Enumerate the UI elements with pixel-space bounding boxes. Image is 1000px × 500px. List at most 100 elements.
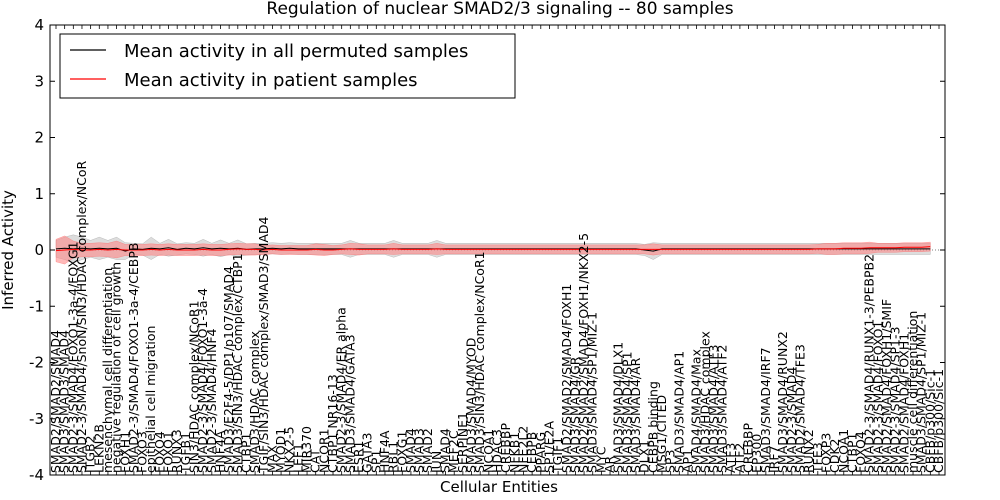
x-tick-label: SMAD2-3/SMAD4 [784,367,799,473]
x-tick-label: CDK2 [827,438,842,473]
y-tick-label: 2 [34,129,44,147]
x-tick-label: SP3 [663,450,678,473]
y-tick-label: 4 [34,16,44,34]
x-tick-label: SMAD3/SMAD4/SP1/MIZ-1 [585,312,600,473]
x-tick-label: SMAD2/SMAD2/SMAD4/FOXH1 [559,284,574,473]
x-tick-label: TGIF/SIN3/HDAC complex/SMAD3/SMAD4 [256,216,271,474]
x-tick-label: FOXG1 [394,431,409,473]
x-tick-label: SERPINE1 [455,412,470,473]
x-tick-label: RUNX2 [801,429,816,473]
x-tick-label: SMAD3/SMAD4/GATA3 [342,334,357,473]
x-tick-label: CTBP1 [239,433,254,473]
x-tick-label: SMAD2-3/SMAD4/SnoN/SIN3/HDAC complex/NCo… [74,160,89,473]
x-tick-label: NCOA1 [481,429,496,473]
x-tick-label: SMAD3/SMAD4/ATF3 [706,345,721,473]
x-tick-label: NCOR1 [316,428,331,473]
x-tick-label: SMAD2-3/SMAD4/FOXO1-3a-4/FOXG1 [65,241,80,473]
y-axis: -4 -3 -2 -1 0 1 2 3 4 [29,16,945,484]
patient-mean-line [55,246,931,252]
x-tick-label: SMAD3/SMAD4/GR [567,356,582,473]
legend-box [59,33,516,99]
legend-patient-label: Mean activity in patient samples [124,70,418,91]
x-tick-label: HNF4A [213,430,228,473]
x-tick-label: DLX1 [637,440,652,473]
patient-activity-band [55,235,931,265]
x-tick-label: MEF2C [446,430,461,473]
x-tick-label: TFE3 [810,442,825,474]
x-tick-label: MSG1/CITED [654,395,669,473]
x-tick-label: SMAD3/SMAD4/MYOD [464,338,479,473]
y-tick-label: -3 [29,410,44,428]
x-tick-label: HNF4A [377,430,392,473]
x-tick-label: NFE2L2 [516,426,531,473]
x-tick-label: CEBPB [524,432,539,473]
x-axis-label: Cellular Entities [440,478,558,496]
x-tick-label: MAX [264,445,279,473]
x-tick-label: SMAD2-3/SMAD4/FOXO1-3a-4 [195,288,210,473]
x-tick-label: SMAD2-3/SMAD4/FOXO1 [870,321,885,473]
x-tick-label: NFKB1 [507,432,522,473]
x-tick-label: SMAD3/SIN3/HDAC complex/NCoR1 [472,251,487,473]
y-tick-label: -2 [29,354,44,372]
x-tick-label: SMAD2/SMAD4/FOXH1 [896,333,911,473]
x-tick-label: CBFB/p300/Sic-1 [931,369,946,473]
x-tick-label: FOXO4 [853,431,868,473]
x-tick-label: MYC [593,446,608,473]
x-tick-label: SMAD4 [403,428,418,473]
x-tick-label: HDAC3 [490,429,505,473]
x-tick-label: SMAD2-3/SMAD4/RUNX1-3/PEBPB2 [862,254,877,473]
x-tick-label: epithelial cell migration [143,326,158,473]
x-tick-label: GATA3 [360,433,375,473]
x-tick-label: LEKN2B [91,424,106,473]
x-tick-label: CTBP1 [844,433,859,473]
x-tick-label: CREBBP [498,423,513,473]
x-tick-label: negative regulation of cell growth [109,262,124,473]
x-tick-label: EP300 [749,434,764,473]
x-tick-label: SMAD3/E2F4-5/DP1/p107/SMAD4 [221,266,236,473]
x-tick-label: muscle cell differentiation [905,311,920,473]
x-tick-label: SIN3/HDAC complex/NCoR1 [187,300,202,473]
x-tick-label: FOXO3 [135,431,150,473]
x-tick-label: NCOA1 [836,429,851,473]
x-tick-label: SMAD2 [420,428,435,473]
x-tick-label: SMAD3/SMAD4/SP1/MIZ-1 [914,312,929,473]
x-tick-label: SMAD3/SMAD4/AR [628,357,643,473]
x-tick-label: RUNX3 [169,429,184,473]
x-tick-label: SMAD2-3/SMAD4/FOXO1-3a-4/CEBPB [126,243,141,473]
x-tick-label: ATF3 [723,443,738,473]
x-tick-label: TGIF1 [550,437,565,474]
legend: Mean activity in all permuted samples Me… [59,33,516,99]
x-tick-label: NKX2-5 [282,426,297,473]
x-tick-label: SMAD2-3/SMAD4/SP1-3 [888,327,903,473]
y-tick-label: -4 [29,466,44,484]
x-tick-label: ESR1 [351,441,366,473]
x-tick-label: SP1 [368,450,383,473]
x-tick-label: LEF1 [290,443,305,473]
x-tick-label: JUN [429,451,444,474]
x-tick-label: SMAD3/SMAD4/ATF2 [715,345,730,473]
plot-area: SMAD2/SMAD2/SMAD4SMAD3/SMAD3/SMAD4SMAD2-… [48,25,946,475]
x-tick-label: SMAD2/SMAD2/SMAD4 [48,330,63,473]
x-tick-label: SMAD3/SMAD4/AP1 [671,351,686,473]
x-tick-label: SMAD2/SMAD4/FOXH1/SMIF [879,299,894,473]
x-tick-label: SMAD2-3/SMAD4/ER alpha [334,307,349,473]
x-tick-label: CTBP1 NR16-13 [325,374,340,473]
x-tick-label: ATF2 [732,443,747,473]
y-tick-label: -1 [29,297,44,315]
x-tick-label: ITGB2 [83,435,98,473]
x-tick-label: IRF7 [767,445,782,473]
x-tick-label: mesenchymal cell differentiation [100,268,115,473]
chart-title: Regulation of nuclear SMAD2/3 signaling … [266,0,733,19]
x-tick-label: RBL1 [386,441,401,473]
x-tick-label: SMAD3/SMAD3/SMAD4 [57,330,72,473]
x-tick-label: FOXO4 [152,431,167,473]
x-tick-label: TGFB1 [178,432,193,474]
x-tick-label: SMAD2/SMAD4/TFE3 [793,344,808,473]
x-tick-label: SMAD3/SMAD4/IRF7 [758,347,773,473]
x-tick-label: SMAD2-3/SMAD4/HNF4 [204,328,219,473]
y-tick-label: 0 [34,241,44,259]
x-tick-label: MIR370 [299,426,314,473]
y-tick-label: 1 [34,185,44,203]
x-tick-label: FOXH1 [117,431,132,473]
